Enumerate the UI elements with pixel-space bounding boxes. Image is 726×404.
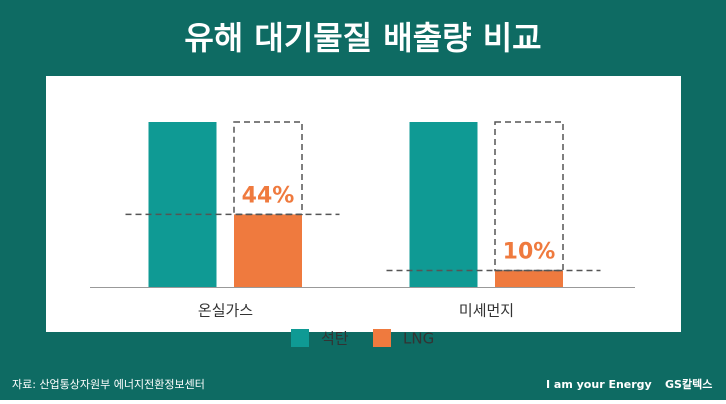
plot-panel [46,76,681,332]
value-label: 10% [503,240,556,265]
chart-title: 유해 대기물질 배출량 비교 [184,19,541,57]
brand-name: GS칼텍스 [665,377,712,391]
value-label: 44% [242,183,295,208]
brand-slogan: I am your Energy [546,378,652,391]
legend-swatch [291,329,309,347]
bar [148,122,217,287]
bar [409,122,478,287]
x-tick-label: 미세먼지 [459,302,514,320]
legend-label: 석탄 [321,330,349,348]
x-tick-label: 온실가스 [198,302,253,320]
legend-swatch [373,329,391,347]
bar [495,270,563,287]
legend-label: LNG [403,330,434,348]
bar [234,214,302,287]
brand-box [540,372,720,396]
source-note: 자료: 산업통상자원부 에너지전환정보센터 [12,378,205,391]
